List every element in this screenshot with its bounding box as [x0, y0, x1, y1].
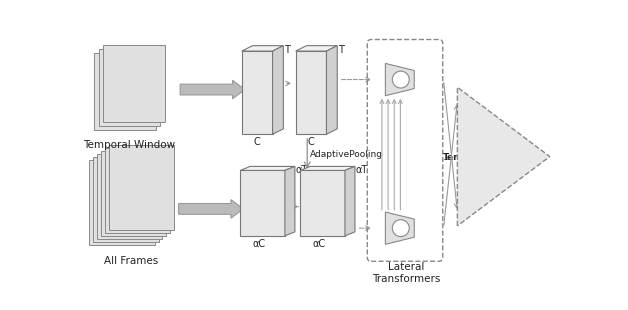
Bar — [300, 170, 345, 236]
Bar — [242, 51, 273, 134]
Polygon shape — [386, 212, 414, 244]
Polygon shape — [386, 63, 414, 96]
Text: T: T — [338, 45, 344, 55]
Text: C: C — [308, 137, 315, 147]
Text: αT: αT — [296, 165, 308, 175]
Bar — [109, 145, 174, 230]
Polygon shape — [241, 166, 295, 170]
Bar — [101, 151, 166, 236]
Bar — [105, 148, 170, 233]
Bar — [241, 170, 285, 236]
Text: ...: ... — [442, 150, 454, 163]
FancyArrow shape — [178, 200, 243, 218]
Bar — [296, 51, 327, 134]
Polygon shape — [457, 87, 550, 226]
Bar — [89, 160, 154, 245]
Bar — [97, 154, 163, 239]
FancyArrow shape — [180, 80, 245, 99]
Circle shape — [392, 220, 409, 237]
Polygon shape — [327, 46, 337, 134]
Bar — [99, 49, 160, 126]
Text: AdaptivePooling: AdaptivePooling — [310, 150, 383, 159]
Text: αC: αC — [313, 239, 326, 249]
Circle shape — [392, 71, 409, 88]
Text: C: C — [254, 137, 261, 147]
Text: All Frames: All Frames — [104, 256, 158, 266]
Polygon shape — [273, 46, 283, 134]
Text: Lateral
Transformers: Lateral Transformers — [372, 262, 441, 284]
Polygon shape — [242, 46, 283, 51]
Bar — [93, 157, 159, 242]
Polygon shape — [285, 166, 295, 236]
Polygon shape — [345, 166, 355, 236]
Text: Temporal Window: Temporal Window — [84, 140, 175, 150]
Text: Dual
TemporalConv: Dual TemporalConv — [443, 142, 515, 162]
Bar — [103, 45, 165, 122]
Polygon shape — [300, 166, 355, 170]
Polygon shape — [296, 46, 337, 51]
Text: T: T — [284, 45, 290, 55]
Text: αT: αT — [355, 165, 368, 175]
Bar — [94, 53, 156, 130]
Text: αC: αC — [253, 239, 266, 249]
